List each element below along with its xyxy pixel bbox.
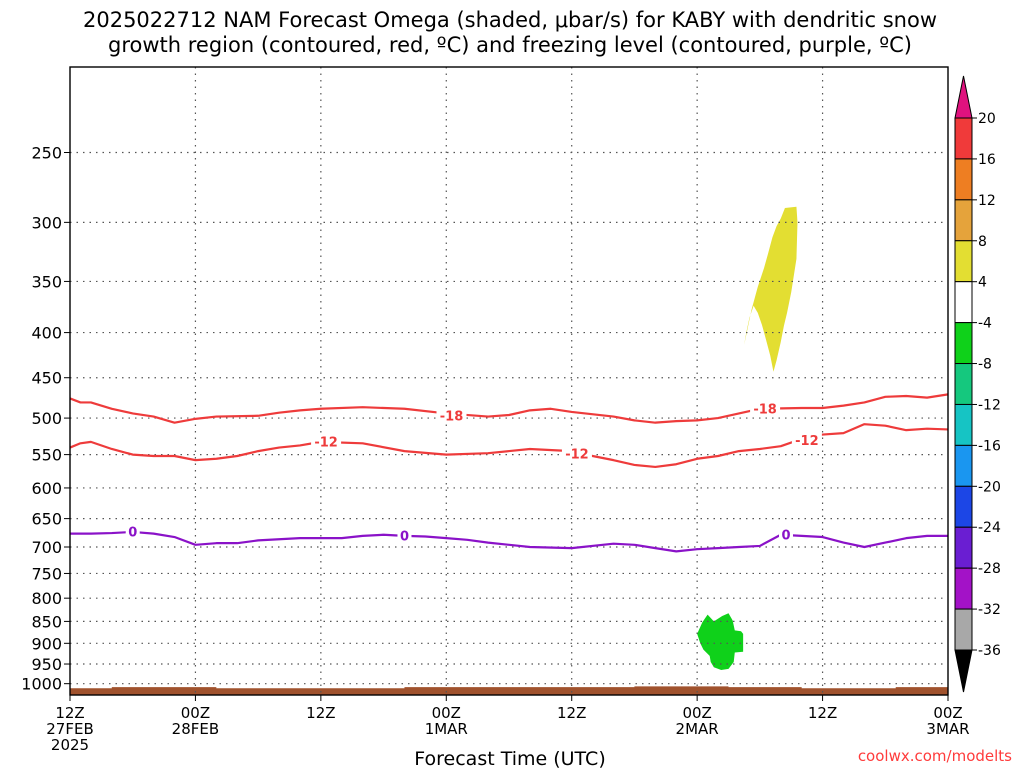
- x-tick-label-6-0: 12Z: [808, 704, 837, 722]
- colorbar-arrow-down: [954, 649, 973, 693]
- contour-label-bg-1-2: [791, 432, 822, 447]
- y-tick-label-800: 800: [31, 589, 62, 608]
- colorbar-tick-label-1: 16: [978, 152, 996, 168]
- y-tick-label-650: 650: [31, 510, 62, 529]
- x-tick-label-2-0: 12Z: [306, 704, 335, 722]
- x-tick-label-3-1: 1MAR: [425, 720, 468, 738]
- colorbar-bin-1: [954, 117, 973, 160]
- colorbar-bin-10: [954, 485, 973, 528]
- contour-label-1-0: -12: [314, 435, 338, 450]
- colorbar-tick-label-10: -24: [978, 520, 1001, 536]
- colorbar-tick-label-6: -8: [978, 357, 992, 373]
- y-tick-label-400: 400: [31, 324, 62, 343]
- y-tick-label-950: 950: [31, 655, 62, 674]
- y-tick-label-600: 600: [31, 479, 62, 498]
- chart-title-line-2: growth region (contoured, red, ºC) and f…: [108, 33, 912, 57]
- omega-shaded-region-1: [744, 206, 798, 372]
- contour-label-2-1: 0: [400, 529, 409, 544]
- colorbar-tick-label-5: -4: [978, 316, 992, 332]
- colorbar-bin-9: [954, 444, 973, 487]
- contour-label-2-2: 0: [781, 528, 790, 543]
- omega-shaded-region-2: [697, 613, 744, 671]
- colorbar-bin-2: [954, 158, 973, 201]
- contour-label-2-0: 0: [128, 525, 137, 540]
- contour-label-0-1: -18: [753, 402, 777, 417]
- x-tick-label-0-1: 27FEB: [46, 720, 93, 738]
- colorbar-tick-label-8: -16: [978, 438, 1001, 454]
- y-tick-label-750: 750: [31, 564, 62, 583]
- colorbar-bin-8: [954, 403, 973, 446]
- colorbar-arrow-up: [954, 75, 973, 119]
- colorbar-tick-label-9: -20: [978, 479, 1001, 495]
- contour-label-bg-1-0: [311, 433, 342, 448]
- x-tick-label-1-0: 00Z: [181, 704, 210, 722]
- colorbar-tick-label-3: 8: [978, 234, 987, 250]
- colorbar-bin-3: [954, 199, 973, 242]
- colorbar-tick-label-7: -12: [978, 397, 1001, 413]
- x-tick-label-3-0: 00Z: [432, 704, 461, 722]
- x-tick-label-1-1: 28FEB: [172, 720, 219, 738]
- contour-label-bg-0-0: [436, 407, 467, 422]
- colorbar-bin-4: [954, 240, 973, 283]
- plot-background: [70, 67, 948, 695]
- y-tick-label-350: 350: [31, 272, 62, 291]
- x-tick-label-4-0: 12Z: [557, 704, 586, 722]
- contour-line-0: [70, 530, 948, 553]
- contour-label-0-0: -18: [440, 409, 464, 424]
- y-tick-label-300: 300: [31, 213, 62, 232]
- contour-label-1-2: -12: [795, 434, 819, 449]
- contour-label-1-1: -12: [565, 447, 589, 462]
- x-tick-label-0-0: 12Z: [55, 704, 84, 722]
- y-tick-label-850: 850: [31, 612, 62, 631]
- x-axis-label: Forecast Time (UTC): [414, 748, 605, 768]
- contour-label-bg-2-0: [125, 523, 140, 538]
- colorbar-tick-label-11: -28: [978, 561, 1001, 577]
- y-tick-label-450: 450: [31, 369, 62, 388]
- y-tick-label-550: 550: [31, 446, 62, 465]
- colorbar-tick-label-12: -32: [978, 602, 1001, 618]
- colorbar-bin-11: [954, 526, 973, 569]
- colorbar-bin-6: [954, 322, 973, 365]
- credit-text: coolwx.com/modelts: [858, 747, 1012, 765]
- contour-label-bg-2-2: [778, 526, 793, 541]
- contour-label-bg-1-1: [561, 445, 592, 460]
- y-tick-label-700: 700: [31, 538, 62, 557]
- chart-title-line-1: 2025022712 NAM Forecast Omega (shaded, μ…: [83, 8, 937, 32]
- x-tick-label-7-0: 00Z: [933, 704, 962, 722]
- colorbar-tick-label-2: 12: [978, 193, 996, 209]
- colorbar-tick-label-0: 20: [978, 111, 996, 127]
- colorbar-bin-12: [954, 567, 973, 610]
- contour-label-bg-2-1: [397, 527, 412, 542]
- x-tick-label-5-0: 00Z: [682, 704, 711, 722]
- colorbar-bin-5: [954, 281, 973, 324]
- contour-label-bg-0-1: [750, 400, 781, 415]
- y-tick-label-1000: 1000: [21, 675, 62, 694]
- colorbar-bin-13: [954, 608, 973, 651]
- y-tick-label-250: 250: [31, 143, 62, 162]
- contour-line--18: [69, 393, 949, 424]
- y-tick-label-900: 900: [31, 634, 62, 653]
- colorbar: 20 16 12 8 4 -4 -8 -12 -16 -20 -24 -28 -32 -36: [954, 75, 1001, 693]
- colorbar-tick-label-4: 4: [978, 275, 987, 291]
- x-tick-label-5-1: 2MAR: [676, 720, 719, 738]
- colorbar-tick-label-13: -36: [978, 643, 1001, 659]
- colorbar-bin-7: [954, 363, 973, 405]
- x-tick-label-7-1: 3MAR: [926, 720, 969, 738]
- terrain-fill: [70, 686, 948, 695]
- plot-area: 250 300 350 400 450 500 550 600 650 700 750 800 850 9…: [21, 66, 970, 754]
- plot-frame: [69, 66, 949, 696]
- y-tick-label-500: 500: [31, 409, 62, 428]
- x-tick-label-0-2: 2025: [51, 736, 89, 754]
